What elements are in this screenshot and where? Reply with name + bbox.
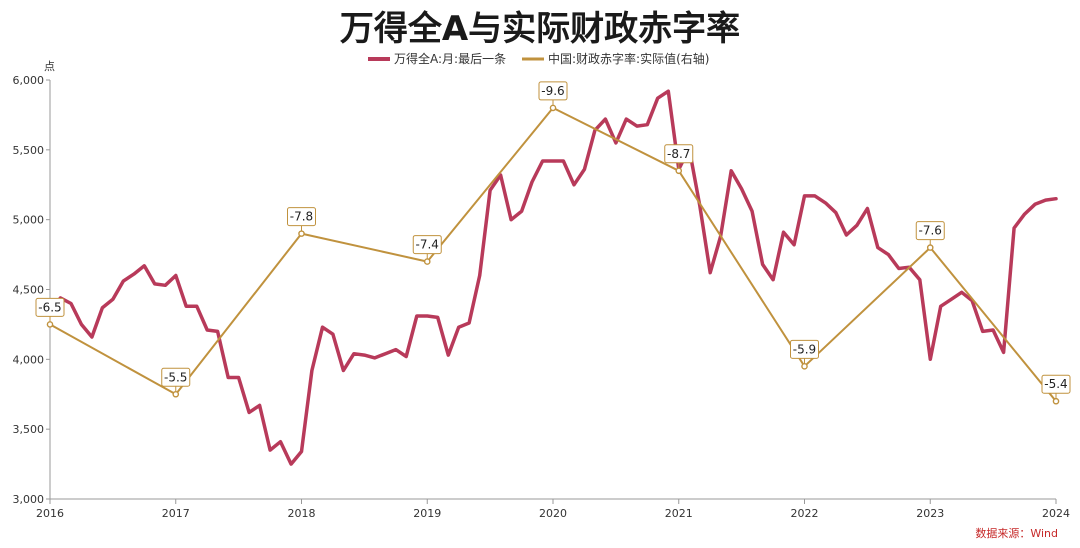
chart-title: 万得全A与实际财政赤字率 bbox=[340, 9, 740, 49]
x-tick-label: 2022 bbox=[791, 507, 819, 520]
x-tick-label: 2016 bbox=[36, 507, 64, 520]
y-tick-label: 5,500 bbox=[13, 144, 45, 157]
deficit-point bbox=[172, 390, 180, 398]
data-label: -9.6 bbox=[541, 84, 564, 98]
legend-label-wind-a: 万得全A:月:最后一条 bbox=[394, 51, 506, 66]
data-label: -8.7 bbox=[667, 147, 690, 161]
legend-label-deficit: 中国:财政赤字率:实际值(右轴) bbox=[548, 51, 709, 66]
deficit-points: -6.5 -5.5 -7.8 -7.4 -9.6 -8.7 -5.9 -7.6 -5.4 bbox=[35, 81, 1071, 405]
deficit-point bbox=[549, 104, 557, 112]
deficit-point bbox=[801, 363, 808, 370]
series-line-deficit bbox=[49, 106, 1057, 402]
y-tick-label: 5,000 bbox=[13, 214, 45, 227]
series-line-wind-a bbox=[48, 89, 1058, 466]
deficit-point bbox=[926, 244, 934, 251]
data-label: -5.9 bbox=[793, 342, 816, 356]
x-tick-label: 2021 bbox=[665, 507, 693, 520]
y-axis-ticks: 3,000 3,500 4,000 4,500 5,000 5,500 6,000 bbox=[13, 74, 50, 506]
y-tick-label: 4,500 bbox=[13, 284, 45, 297]
y-tick-label: 3,500 bbox=[13, 423, 45, 436]
data-label: -7.6 bbox=[919, 224, 942, 238]
x-tick-label: 2023 bbox=[916, 507, 944, 520]
data-label: -5.4 bbox=[1044, 377, 1067, 391]
x-tick-label: 2018 bbox=[288, 507, 316, 520]
x-tick-label: 2019 bbox=[413, 507, 441, 520]
deficit-point bbox=[298, 230, 305, 237]
y-tick-label: 3,000 bbox=[13, 493, 45, 506]
y-tick-label: 4,000 bbox=[13, 353, 45, 366]
data-label: -7.8 bbox=[290, 210, 313, 224]
data-label: -7.4 bbox=[416, 238, 439, 252]
y-tick-label: 6,000 bbox=[13, 74, 45, 87]
x-tick-label: 2024 bbox=[1042, 507, 1070, 520]
data-label: -6.5 bbox=[38, 300, 61, 314]
deficit-point bbox=[675, 167, 683, 175]
x-tick-label: 2017 bbox=[162, 507, 190, 520]
legend: 万得全A:月:最后一条 中国:财政赤字率:实际值(右轴) bbox=[368, 51, 709, 66]
y-axis-unit: 点 bbox=[44, 60, 55, 73]
deficit-point bbox=[46, 321, 54, 328]
deficit-point bbox=[1052, 397, 1060, 405]
source-note: 数据来源：Wind bbox=[975, 526, 1058, 540]
data-label: -5.5 bbox=[164, 370, 187, 384]
deficit-point bbox=[423, 258, 431, 265]
x-tick-label: 2020 bbox=[539, 507, 567, 520]
x-axis-ticks: 2016 2017 2018 2019 2020 2021 2022 2023 2024 bbox=[36, 499, 1070, 520]
